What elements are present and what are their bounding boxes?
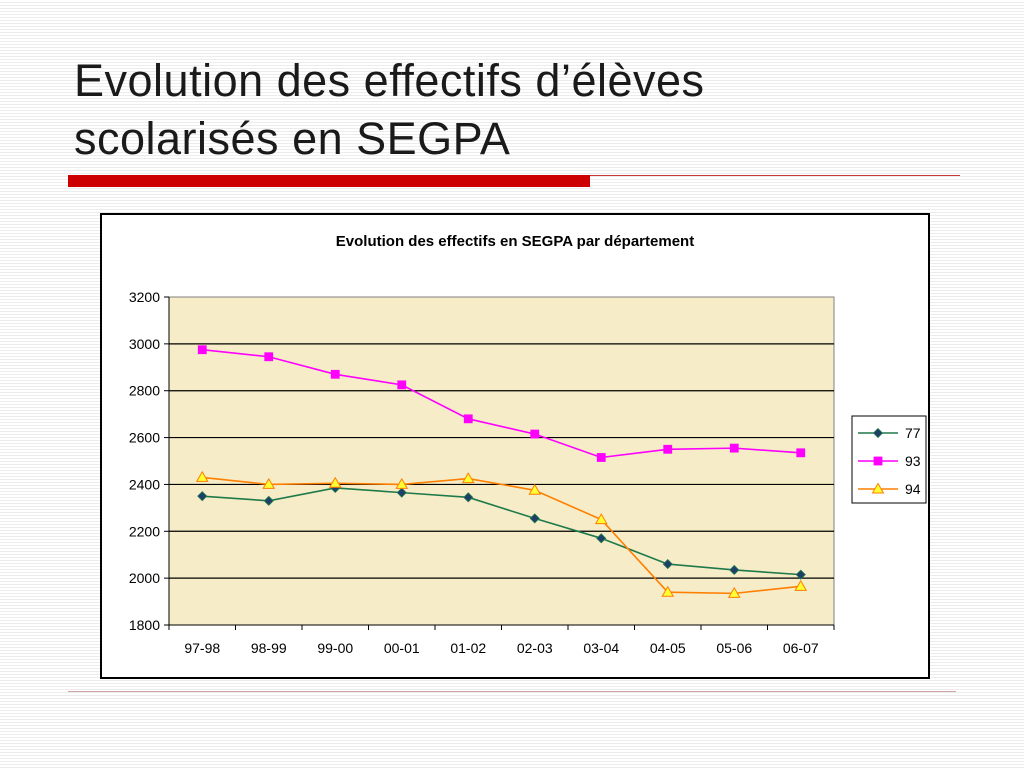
x-tick-label: 06-07 <box>783 640 819 656</box>
data-point-93 <box>796 448 806 458</box>
data-point-77 <box>197 491 208 502</box>
data-point-94 <box>594 513 608 525</box>
y-tick-label: 2800 <box>129 383 160 399</box>
data-point-77 <box>529 513 540 524</box>
legend-marker-93 <box>873 456 883 466</box>
x-tick-label: 98-99 <box>251 640 287 656</box>
plot-area <box>168 296 835 626</box>
data-point-77 <box>662 559 673 570</box>
x-tick-label: 04-05 <box>650 640 686 656</box>
data-point-93 <box>729 443 739 453</box>
data-point-94 <box>195 470 209 482</box>
y-tick-label: 3200 <box>129 289 160 305</box>
y-tick-label: 1800 <box>129 617 160 633</box>
data-point-77 <box>596 533 607 544</box>
data-point-94 <box>528 483 542 495</box>
y-tick-label: 3000 <box>129 336 160 352</box>
data-point-93 <box>330 369 340 379</box>
y-tick-label: 2000 <box>129 570 160 586</box>
y-tick-label: 2200 <box>129 523 160 539</box>
y-tick-label: 2600 <box>129 430 160 446</box>
legend-label-93: 93 <box>905 453 921 469</box>
data-point-94 <box>395 477 409 489</box>
legend-marker-77 <box>872 427 884 439</box>
x-tick-label: 99-00 <box>317 640 353 656</box>
data-point-93 <box>463 414 473 424</box>
data-point-94 <box>461 472 475 484</box>
series-group <box>195 345 808 598</box>
data-point-94 <box>794 579 808 591</box>
legend-label-94: 94 <box>905 481 921 497</box>
data-point-93 <box>397 380 407 390</box>
x-tick-label: 97-98 <box>184 640 220 656</box>
data-point-77 <box>729 564 740 576</box>
slide-title: Evolution des effectifs d’élèves scolari… <box>74 52 974 168</box>
data-point-93 <box>596 453 606 462</box>
axes: 1800 2000 2200 2400 2600 2800 3000 3200 97-98 98-… <box>129 289 835 656</box>
data-point-93 <box>197 345 207 355</box>
slide-title-line-1: Evolution des effectifs d’élèves <box>74 55 705 106</box>
data-point-77 <box>263 495 274 506</box>
legend: 77 93 94 <box>851 415 927 504</box>
slide-title-line-2: scolarisés en SEGPA <box>74 113 511 164</box>
data-point-94 <box>661 585 675 597</box>
series-line-77 <box>202 487 801 576</box>
data-point-77 <box>396 487 407 498</box>
x-tick-label: 05-06 <box>716 640 752 656</box>
data-point-77 <box>795 569 806 580</box>
legend-marker-94 <box>871 482 885 494</box>
x-tick-label: 01-02 <box>450 640 486 656</box>
footer-rule <box>68 691 956 692</box>
x-tick-label: 00-01 <box>384 640 420 656</box>
series-line-94 <box>202 476 801 595</box>
x-tick-label: 03-04 <box>583 640 619 656</box>
data-point-93 <box>530 429 540 439</box>
y-tick-label: 2400 <box>129 476 160 492</box>
data-point-94 <box>328 476 342 488</box>
title-underline-red <box>68 175 590 187</box>
data-point-93 <box>663 444 673 454</box>
data-point-77 <box>463 492 474 503</box>
title-underline-thin <box>590 175 960 176</box>
legend-label-77: 77 <box>905 425 921 441</box>
x-tick-label: 02-03 <box>517 640 553 656</box>
data-point-94 <box>727 586 741 598</box>
series-line-93 <box>202 348 801 459</box>
data-point-93 <box>264 352 274 362</box>
chart-frame: Evolution des effectifs en SEGPA par dép… <box>100 213 930 679</box>
data-point-94 <box>262 477 276 489</box>
line-chart: Evolution des effectifs en SEGPA par dép… <box>129 233 927 656</box>
chart-title: Evolution des effectifs en SEGPA par dép… <box>336 233 694 250</box>
